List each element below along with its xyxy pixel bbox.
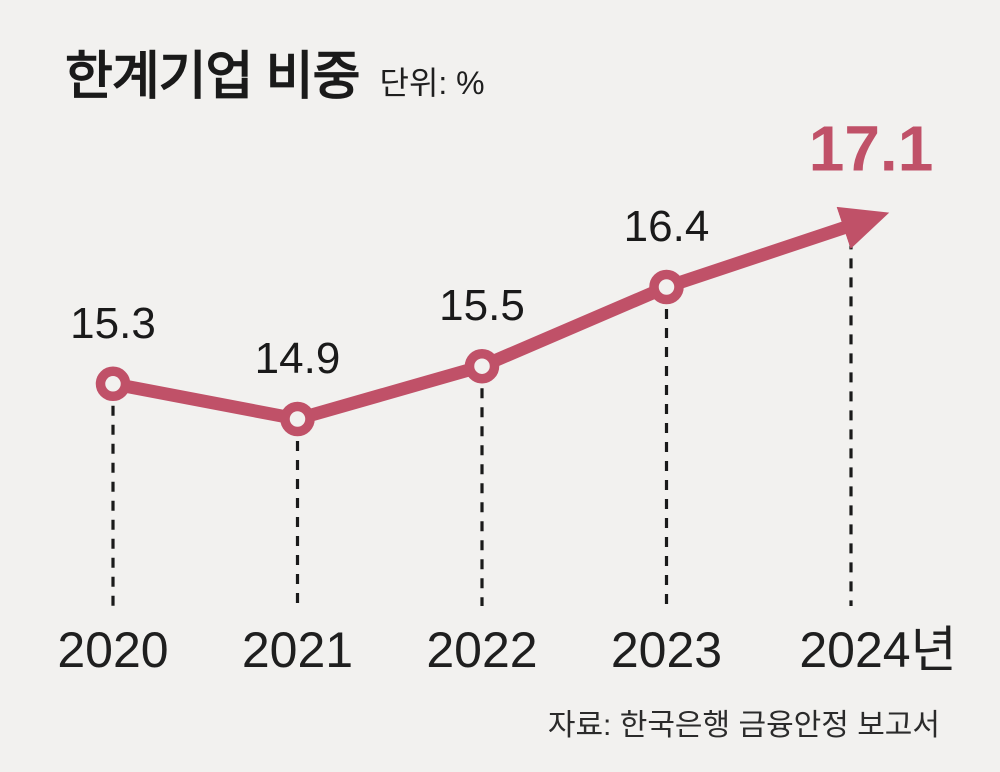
- highlight-value-label: 17.1: [809, 112, 934, 184]
- chart-title: 한계기업 비중: [65, 48, 360, 106]
- chart-unit-label: 단위: %: [379, 65, 485, 101]
- value-label: 15.5: [439, 281, 525, 330]
- year-label: 2021: [242, 622, 353, 678]
- chart-header: 한계기업 비중 단위: %: [65, 34, 485, 109]
- value-label: 14.9: [255, 334, 341, 383]
- year-label: 2023: [611, 622, 722, 678]
- year-label: 2020: [57, 622, 168, 678]
- value-labels: 15.3 14.9 15.5 16.4 17.1: [70, 112, 933, 383]
- data-point-marker: [464, 348, 500, 384]
- leader-lines: [111, 239, 853, 606]
- value-label: 15.3: [70, 299, 156, 348]
- source-note: 자료: 한국은행 금융안정 보고서: [547, 709, 940, 742]
- data-points: [95, 269, 684, 437]
- value-label: 16.4: [624, 202, 710, 251]
- year-label: 2022: [426, 622, 537, 678]
- data-point-marker: [280, 401, 315, 437]
- data-point-marker: [95, 366, 131, 402]
- data-point-marker: [649, 269, 684, 305]
- x-axis-labels: 2020 2021 2022 2023 2024년: [57, 622, 956, 678]
- year-label: 2024년: [799, 622, 956, 678]
